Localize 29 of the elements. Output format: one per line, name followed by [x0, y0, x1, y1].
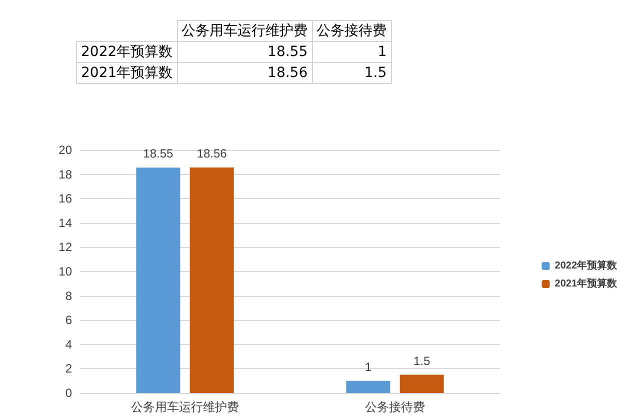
- text: 2022年预算数: [76, 42, 178, 62]
- y-tick-label: 6: [65, 313, 72, 328]
- y-tick-label: 18: [58, 167, 72, 182]
- y-tick-label: 0: [65, 386, 72, 400]
- legend-label: 2022年预算数: [554, 260, 618, 272]
- bar: [346, 380, 390, 393]
- y-tick-label: 2: [65, 362, 72, 376]
- data-label: 1.5: [312, 62, 392, 84]
- data-label: 1: [312, 42, 392, 62]
- y-tick-label: 8: [65, 288, 72, 303]
- bar: [400, 374, 444, 393]
- text: 1: [364, 360, 372, 374]
- data-label: 18.56: [177, 62, 312, 84]
- data-label: 18.55: [177, 42, 312, 62]
- bar: [136, 168, 180, 393]
- y-tick-label: 10: [58, 264, 72, 278]
- text: 1.5: [413, 354, 430, 368]
- text: 18.56: [196, 146, 227, 160]
- y-tick-label: 20: [58, 143, 72, 157]
- y-tick-label: 4: [65, 337, 72, 352]
- y-tick-label: 16: [58, 192, 72, 206]
- text: 2021年预算数: [76, 62, 178, 84]
- legend-label: 2021年预算数: [554, 278, 618, 290]
- text: 公务接待费: [312, 20, 392, 42]
- text: 公务用车运行维护费: [177, 20, 312, 42]
- y-tick-label: 14: [58, 216, 72, 230]
- text: 18.55: [143, 146, 174, 161]
- y-tick-label: 12: [58, 240, 72, 254]
- bar: [190, 167, 234, 393]
